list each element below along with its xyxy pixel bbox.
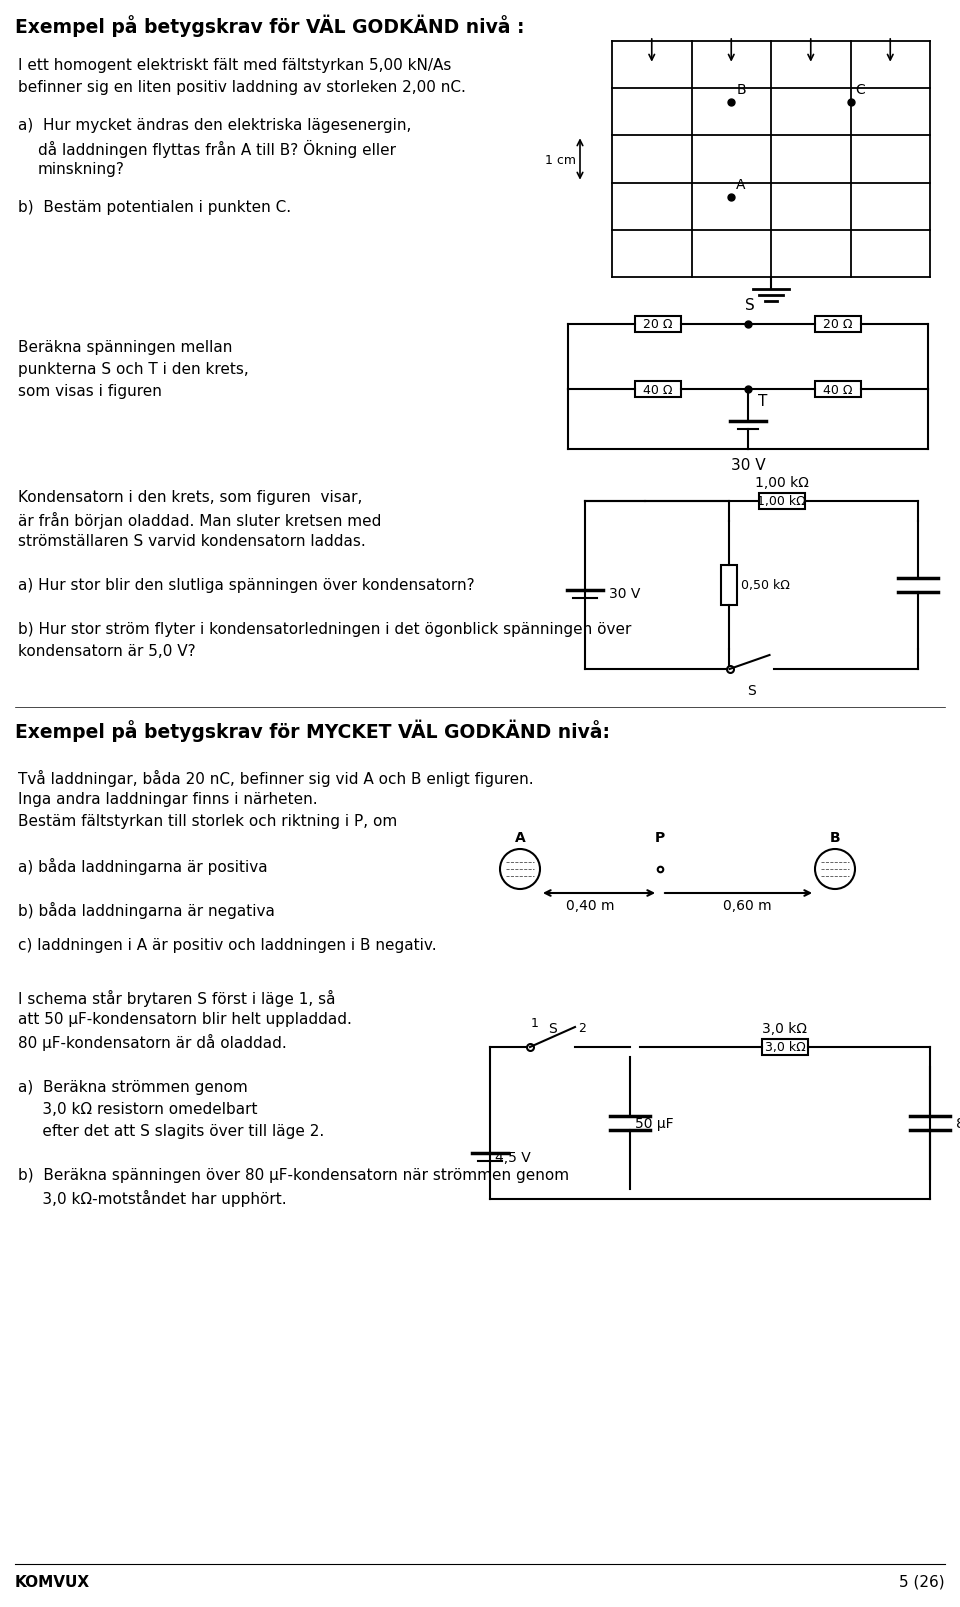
Text: S: S bbox=[747, 683, 756, 697]
Text: a)  Hur mycket ändras den elektriska lägesenergin,: a) Hur mycket ändras den elektriska läge… bbox=[18, 117, 412, 133]
Text: T: T bbox=[758, 394, 767, 408]
Bar bbox=[815, 317, 861, 333]
Text: minskning?: minskning? bbox=[38, 162, 125, 177]
Bar bbox=[815, 382, 861, 399]
Text: 5 (26): 5 (26) bbox=[900, 1573, 945, 1589]
Text: 3,0 kΩ resistorn omedelbart: 3,0 kΩ resistorn omedelbart bbox=[18, 1101, 257, 1117]
Text: I ett homogent elektriskt fält med fältstyrkan 5,00 kN/As: I ett homogent elektriskt fält med fälts… bbox=[18, 58, 451, 72]
Text: 40 Ω: 40 Ω bbox=[643, 382, 673, 397]
Text: som visas i figuren: som visas i figuren bbox=[18, 384, 162, 399]
Text: B: B bbox=[736, 84, 746, 98]
Text: 80 µF: 80 µF bbox=[956, 1117, 960, 1130]
Text: 1,00 kΩ: 1,00 kΩ bbox=[757, 495, 805, 508]
Text: a)  Beräkna strömmen genom: a) Beräkna strömmen genom bbox=[18, 1080, 248, 1094]
Bar bbox=[758, 493, 804, 509]
Text: 2: 2 bbox=[578, 1020, 586, 1033]
Text: I schema står brytaren S först i läge 1, så: I schema står brytaren S först i läge 1,… bbox=[18, 990, 335, 1006]
Text: 3,0 kΩ: 3,0 kΩ bbox=[762, 1022, 807, 1035]
Bar bbox=[762, 1040, 808, 1056]
Text: A: A bbox=[515, 831, 525, 844]
Circle shape bbox=[815, 850, 855, 889]
Text: Två laddningar, båda 20 nC, befinner sig vid A och B enligt figuren.: Två laddningar, båda 20 nC, befinner sig… bbox=[18, 770, 534, 786]
Bar bbox=[635, 382, 681, 399]
Text: 0,40 m: 0,40 m bbox=[565, 898, 614, 913]
Bar bbox=[635, 317, 681, 333]
Text: 20 Ω: 20 Ω bbox=[643, 318, 673, 331]
Text: 1 cm: 1 cm bbox=[545, 153, 576, 167]
Text: befinner sig en liten positiv laddning av storleken 2,00 nC.: befinner sig en liten positiv laddning a… bbox=[18, 80, 466, 95]
Text: 4,5 V: 4,5 V bbox=[495, 1151, 531, 1165]
Text: punkterna S och T i den krets,: punkterna S och T i den krets, bbox=[18, 362, 249, 376]
Text: strömställaren S varvid kondensatorn laddas.: strömställaren S varvid kondensatorn lad… bbox=[18, 534, 366, 548]
Text: 20 Ω: 20 Ω bbox=[824, 318, 852, 331]
Text: b)  Bestäm potentialen i punkten C.: b) Bestäm potentialen i punkten C. bbox=[18, 199, 291, 215]
Text: kondensatorn är 5,0 V?: kondensatorn är 5,0 V? bbox=[18, 643, 196, 659]
Text: a) Hur stor blir den slutliga spänningen över kondensatorn?: a) Hur stor blir den slutliga spänningen… bbox=[18, 577, 474, 593]
Text: 1: 1 bbox=[531, 1016, 539, 1030]
Text: B: B bbox=[829, 831, 840, 844]
Text: 80 µF-kondensatorn är då oladdad.: 80 µF-kondensatorn är då oladdad. bbox=[18, 1033, 287, 1051]
Text: S: S bbox=[548, 1022, 557, 1035]
Text: Inga andra laddningar finns i närheten.: Inga andra laddningar finns i närheten. bbox=[18, 792, 318, 807]
Text: b) båda laddningarna är negativa: b) båda laddningarna är negativa bbox=[18, 902, 275, 919]
Text: a) båda laddningarna är positiva: a) båda laddningarna är positiva bbox=[18, 858, 268, 874]
Text: A: A bbox=[736, 178, 746, 191]
Text: C: C bbox=[855, 84, 865, 98]
Text: 3,0 kΩ-motståndet har upphört.: 3,0 kΩ-motståndet har upphört. bbox=[18, 1189, 287, 1207]
Text: S: S bbox=[745, 297, 755, 313]
Text: att 50 µF-kondensatorn blir helt uppladdad.: att 50 µF-kondensatorn blir helt uppladd… bbox=[18, 1011, 352, 1027]
Text: 3,0 kΩ: 3,0 kΩ bbox=[764, 1041, 805, 1054]
Text: 30 V: 30 V bbox=[731, 458, 765, 472]
Text: Beräkna spänningen mellan: Beräkna spänningen mellan bbox=[18, 339, 232, 355]
Text: b)  Beräkna spänningen över 80 µF-kondensatorn när strömmen genom: b) Beräkna spänningen över 80 µF-kondens… bbox=[18, 1167, 569, 1183]
Text: 1,00 kΩ: 1,00 kΩ bbox=[755, 476, 808, 490]
Text: KOMVUX: KOMVUX bbox=[15, 1573, 90, 1589]
Text: 50 µF: 50 µF bbox=[635, 1117, 674, 1130]
Bar bbox=[721, 566, 737, 606]
Circle shape bbox=[500, 850, 540, 889]
Text: efter det att S slagits över till läge 2.: efter det att S slagits över till läge 2… bbox=[18, 1123, 324, 1138]
Text: 40 Ω: 40 Ω bbox=[824, 382, 852, 397]
Text: 0,50 kΩ: 0,50 kΩ bbox=[741, 579, 790, 591]
Text: 0,60 m: 0,60 m bbox=[723, 898, 772, 913]
Text: Exempel på betygskrav för MYCKET VÄL GODKÄND nivå:: Exempel på betygskrav för MYCKET VÄL GOD… bbox=[15, 720, 610, 742]
Text: 30 V: 30 V bbox=[609, 587, 640, 601]
Text: är från början oladdad. Man sluter kretsen med: är från början oladdad. Man sluter krets… bbox=[18, 511, 381, 529]
Text: då laddningen flyttas från A till B? Ökning eller: då laddningen flyttas från A till B? Ökn… bbox=[38, 140, 396, 157]
Text: Exempel på betygskrav för VÄL GODKÄND nivå :: Exempel på betygskrav för VÄL GODKÄND ni… bbox=[15, 14, 524, 37]
Text: b) Hur stor ström flyter i kondensatorledningen i det ögonblick spänningen över: b) Hur stor ström flyter i kondensatorle… bbox=[18, 622, 632, 636]
Text: P: P bbox=[655, 831, 665, 844]
Text: Kondensatorn i den krets, som figuren  visar,: Kondensatorn i den krets, som figuren vi… bbox=[18, 490, 362, 505]
Text: Bestäm fältstyrkan till storlek och riktning i P, om: Bestäm fältstyrkan till storlek och rikt… bbox=[18, 813, 397, 829]
Text: c) laddningen i A är positiv och laddningen i B negativ.: c) laddningen i A är positiv och laddnin… bbox=[18, 937, 437, 953]
